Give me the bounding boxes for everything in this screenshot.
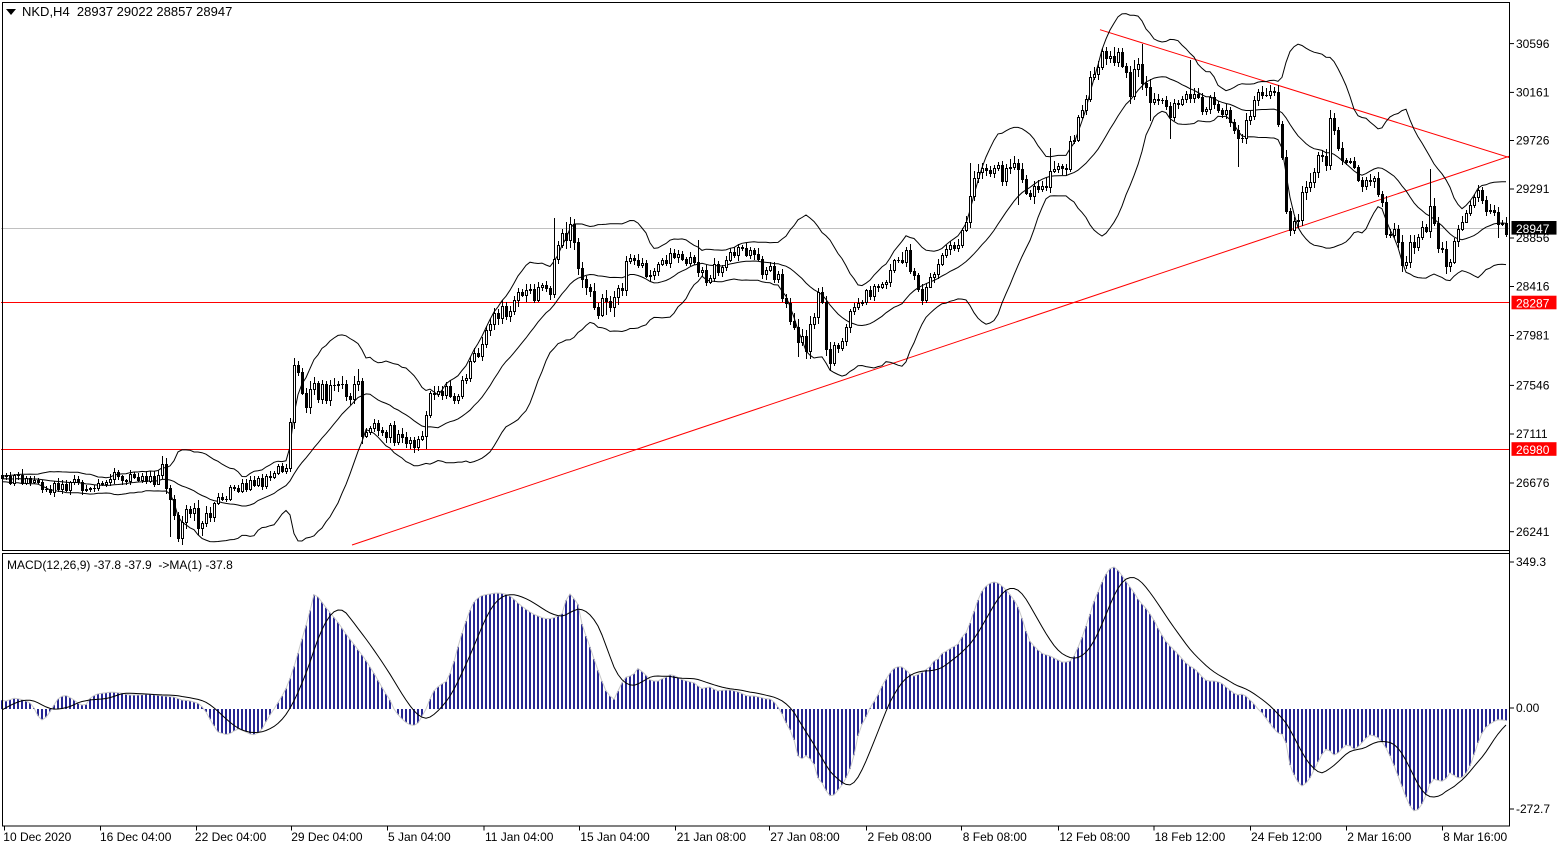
svg-text:15 Jan 04:00: 15 Jan 04:00 <box>580 830 650 844</box>
svg-text:-272.7: -272.7 <box>1516 802 1550 816</box>
svg-text:18 Feb 12:00: 18 Feb 12:00 <box>1155 830 1226 844</box>
svg-text:2 Mar 16:00: 2 Mar 16:00 <box>1347 830 1411 844</box>
svg-text:26676: 26676 <box>1516 476 1550 490</box>
svg-text:28856: 28856 <box>1516 231 1550 245</box>
svg-text:27111: 27111 <box>1516 427 1548 441</box>
svg-text:11 Jan 04:00: 11 Jan 04:00 <box>485 830 554 844</box>
svg-text:8 Mar 16:00: 8 Mar 16:00 <box>1443 830 1507 844</box>
svg-text:12 Feb 08:00: 12 Feb 08:00 <box>1059 830 1130 844</box>
svg-text:27546: 27546 <box>1516 379 1550 393</box>
svg-text:28416: 28416 <box>1516 280 1550 294</box>
svg-text:0.00: 0.00 <box>1516 701 1540 715</box>
svg-text:30161: 30161 <box>1516 86 1550 100</box>
svg-text:10 Dec 2020: 10 Dec 2020 <box>3 830 71 844</box>
svg-text:29 Dec 04:00: 29 Dec 04:00 <box>291 830 363 844</box>
svg-text:MACD(12,26,9) -37.8 -37.9 ->M: MACD(12,26,9) -37.8 -37.9 ->MA(1) -37.8 <box>7 558 233 572</box>
svg-text:16 Dec 04:00: 16 Dec 04:00 <box>100 830 172 844</box>
svg-text:26980: 26980 <box>1516 443 1550 457</box>
svg-text:21 Jan 08:00: 21 Jan 08:00 <box>677 830 747 844</box>
svg-text:28287: 28287 <box>1516 297 1550 311</box>
svg-text:24 Feb 12:00: 24 Feb 12:00 <box>1251 830 1322 844</box>
svg-text:5 Jan 04:00: 5 Jan 04:00 <box>388 830 451 844</box>
svg-text:29291: 29291 <box>1516 182 1550 196</box>
svg-text:30596: 30596 <box>1516 37 1550 51</box>
svg-text:27981: 27981 <box>1516 329 1550 343</box>
svg-text:28947: 28947 <box>1516 222 1550 236</box>
svg-text:2 Feb 08:00: 2 Feb 08:00 <box>867 830 931 844</box>
svg-text:22 Dec 04:00: 22 Dec 04:00 <box>195 830 267 844</box>
svg-text:8 Feb 08:00: 8 Feb 08:00 <box>963 830 1027 844</box>
svg-text:26241: 26241 <box>1516 525 1550 539</box>
svg-text:NKD,H4 28937 29022 28857 2894: NKD,H4 28937 29022 28857 28947 <box>22 4 232 19</box>
svg-text:29726: 29726 <box>1516 134 1550 148</box>
svg-text:349.3: 349.3 <box>1516 555 1546 569</box>
svg-text:27 Jan 08:00: 27 Jan 08:00 <box>770 830 840 844</box>
